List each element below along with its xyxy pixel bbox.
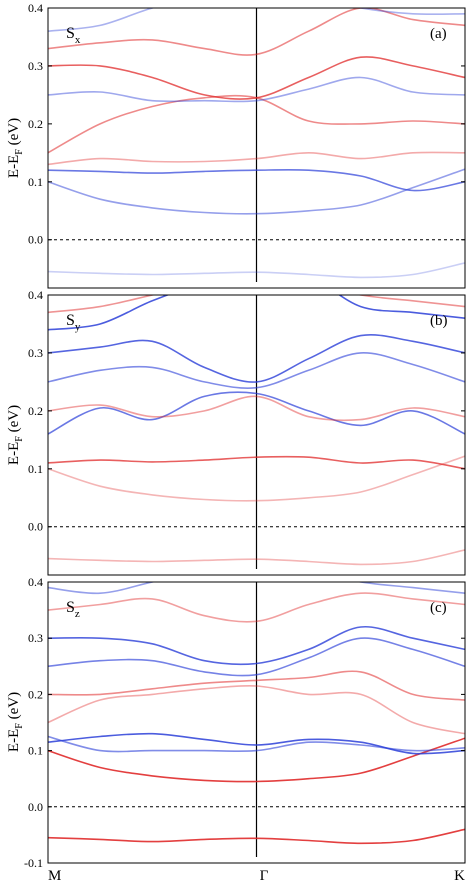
panel-b: 0.0 0.1 0.2 0.3 0.4 Sy (b) E-EF (eV) — [6, 288, 466, 576]
panel-c: -0.1 0.0 0.1 0.2 0.3 0.4 Sz (c) E-EF (eV) — [6, 575, 466, 870]
panel-a-bands — [48, 8, 465, 279]
y-tick-label: 0.4 — [28, 575, 43, 589]
panel-c-spin-label: Sz — [66, 599, 80, 620]
x-tick-label-gamma: Γ — [260, 868, 269, 884]
band-line-8 — [48, 625, 465, 666]
panel-b-ylabel: E-EF (eV) — [6, 405, 25, 465]
panel-a-label: (a) — [430, 26, 447, 42]
band-line-2 — [48, 168, 465, 215]
y-tick-label: 0.0 — [28, 800, 43, 814]
panel-c-bands — [48, 582, 465, 845]
panel-b-spin-label: Sy — [66, 312, 81, 333]
y-tick-label: 0.2 — [28, 117, 43, 131]
panel-a-ylabel: E-EF (eV) — [6, 118, 25, 178]
y-tick-label: 0.0 — [28, 233, 43, 247]
band-line-5 — [48, 684, 465, 735]
band-line-9 — [48, 295, 465, 314]
band-line-4 — [48, 151, 465, 166]
panel-c-ylabel: E-EF (eV) — [6, 692, 25, 752]
band-line-10 — [48, 582, 465, 595]
y-tick-label: 0.1 — [28, 175, 43, 189]
band-line-8 — [48, 8, 465, 56]
x-tick-label-k: K — [454, 868, 465, 884]
y-tick-label: 0.3 — [28, 59, 43, 73]
band-line-5 — [48, 395, 465, 422]
band-line-6 — [48, 76, 465, 103]
panel-b-bands — [48, 295, 465, 566]
band-line-4 — [48, 735, 465, 753]
band-line-7 — [48, 56, 465, 100]
panel-a-frame — [47, 7, 466, 289]
band-line-4 — [48, 391, 465, 435]
band-line-3 — [48, 168, 465, 192]
panel-a-spin-label: Sx — [66, 25, 81, 46]
panel-a-grid — [48, 8, 465, 282]
y-tick-label: 0.4 — [28, 1, 43, 15]
panel-a-yticks: 0.0 0.1 0.2 0.3 0.4 — [28, 1, 465, 247]
y-tick-label: -0.1 — [24, 856, 43, 870]
panel-b-frame — [47, 294, 466, 576]
y-tick-label: 0.2 — [28, 687, 43, 701]
band-line-3 — [48, 732, 465, 755]
y-tick-label: 0.3 — [28, 346, 43, 360]
panel-c-frame — [47, 581, 466, 864]
band-line-6 — [48, 670, 465, 701]
band-line-2 — [48, 455, 465, 502]
y-tick-label: 0.3 — [28, 631, 43, 645]
y-tick-label: 0.0 — [28, 520, 43, 534]
band-line-6 — [48, 352, 465, 389]
panel-c-grid — [48, 582, 465, 857]
y-tick-label: 0.1 — [28, 462, 43, 476]
x-tick-label-m: M — [48, 868, 61, 884]
y-tick-label: 0.4 — [28, 288, 43, 302]
band-line-7 — [48, 334, 465, 383]
band-line-9 — [48, 592, 465, 623]
y-tick-label: 0.2 — [28, 404, 43, 418]
band-line-1 — [48, 828, 465, 845]
y-tick-label: 0.1 — [28, 744, 43, 758]
panel-c-yticks: -0.1 0.0 0.1 0.2 0.3 0.4 — [24, 575, 465, 870]
panel-a: 0.0 0.1 0.2 0.3 0.4 Sx (a) E-EF (eV) — [6, 1, 466, 289]
band-line-1 — [48, 549, 465, 566]
band-line-1 — [48, 262, 465, 279]
band-line-3 — [48, 455, 465, 470]
band-line-7 — [48, 637, 465, 677]
band-line-8 — [48, 295, 465, 331]
panel-b-yticks: 0.0 0.1 0.2 0.3 0.4 — [28, 288, 465, 534]
panel-c-label: (c) — [430, 600, 447, 616]
panel-b-label: (b) — [430, 313, 448, 329]
band-line-9 — [48, 8, 465, 32]
band-line-2 — [48, 737, 465, 783]
panel-b-grid — [48, 295, 465, 569]
